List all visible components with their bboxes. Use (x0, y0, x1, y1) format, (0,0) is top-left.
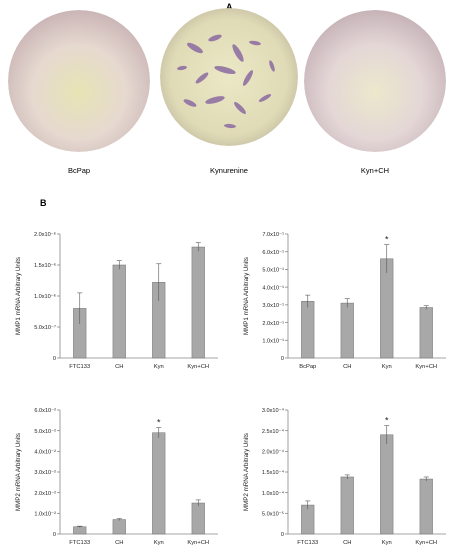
y-tick-label: 1.0x10⁻² (34, 512, 56, 518)
y-tick-label: 2.0x10⁻¹ (262, 321, 284, 327)
chart-mmp1-ftc133: 0 5.0x10⁻⁷ 1.0x10⁻⁶ 1.5x10⁻⁶ 2.0x10⁻⁶ MMP1 mR… (15, 231, 218, 370)
bar-kyn (152, 432, 166, 535)
photo-caption-bcpap: BcPap (67, 166, 91, 175)
y-tick-label: 3.0x10⁻¹ (262, 303, 284, 309)
bar-ch (340, 302, 354, 359)
significance-marker: * (385, 416, 389, 426)
bar-ftc133 (301, 504, 315, 535)
x-tick-label: Kyn (154, 540, 164, 546)
x-tick-label: CH (343, 540, 351, 546)
x-tick-label: CH (343, 364, 351, 370)
bar-bcpap (301, 301, 315, 359)
chart-mmp2-ftc133: 0 1.0x10⁻² 2.0x10⁻² 3.0x10⁻² 4.0x10⁻² 5.0x10⁻… (15, 408, 218, 546)
y-tick-label: 3.0x10⁻⁴ (262, 407, 285, 414)
y-axis-label: MMP1 mRNA Arbitrary Units (15, 257, 22, 335)
y-tick-label: 2.0x10⁻⁶ (34, 231, 56, 238)
bar-kyn-ch (191, 246, 205, 359)
y-tick-label: 1.0x10⁻⁶ (34, 293, 56, 300)
y-tick-label: 4.0x10⁻¹ (262, 285, 284, 291)
y-tick-label: 0 (53, 532, 56, 538)
x-tick-label: Kyn (382, 540, 392, 546)
bar-kyn-ch (191, 502, 205, 535)
photo-bcpap-image (8, 10, 150, 152)
bar-kyn-ch (419, 478, 433, 535)
y-tick-label: 4.0x10⁻² (34, 450, 56, 456)
y-axis-label: MMP2 mRNA Arbitrary Units (15, 433, 22, 511)
y-tick-label: 1.5x10⁻⁶ (34, 262, 56, 269)
x-tick-label: CH (115, 540, 123, 546)
x-tick-label: FTC133 (69, 540, 90, 546)
y-axis-label: MMP2 mRNA Arbitrary Units (243, 433, 250, 511)
significance-marker: * (157, 418, 161, 428)
y-tick-label: 1.0x10⁻¹ (262, 338, 284, 344)
y-tick-label: 2.5x10⁻⁴ (262, 428, 285, 435)
x-tick-label: Kyn+CH (187, 364, 209, 370)
photo-caption-kyn-ch: Kyn+CH (360, 166, 390, 175)
y-tick-label: 0 (53, 356, 56, 362)
bar-kyn (380, 434, 394, 535)
y-tick-label: 5.0x10⁻⁵ (262, 511, 284, 518)
panel-a-label: A (226, 2, 233, 12)
y-tick-label: 2.0x10⁻⁴ (262, 449, 285, 456)
bar-ch (112, 264, 126, 359)
y-tick-label: 1.5x10⁻⁴ (262, 469, 285, 476)
bar-ch (112, 519, 126, 535)
x-tick-label: FTC133 (297, 540, 318, 546)
bar-ch (340, 476, 354, 535)
y-tick-label: 6.0x10⁻² (34, 408, 56, 414)
bar-ftc133 (73, 526, 87, 535)
x-tick-label: BcPap (299, 364, 316, 370)
photo-kynurenine (160, 8, 298, 146)
photo-bcpap (8, 10, 150, 152)
x-tick-label: Kyn+CH (415, 364, 437, 370)
y-tick-label: 6.0x10⁻¹ (262, 250, 284, 256)
chart-mmp1-bcpap: 0 1.0x10⁻¹ 2.0x10⁻¹ 3.0x10⁻¹ 4.0x10⁻¹ 5.0x10⁻… (243, 232, 446, 370)
y-tick-label: 3.0x10⁻² (34, 470, 56, 476)
photo-caption-kynurenine: Kynurenine (210, 166, 248, 175)
x-tick-label: Kyn (382, 364, 392, 370)
y-tick-label: 5.0x10⁻⁷ (34, 324, 56, 331)
y-tick-label: 5.0x10⁻² (34, 429, 56, 435)
y-tick-label: 7.0x10⁻¹ (262, 232, 284, 238)
bar-kyn-ch (419, 307, 433, 359)
bar-kyn (380, 258, 394, 359)
y-tick-label: 5.0x10⁻¹ (262, 268, 284, 274)
x-tick-label: CH (115, 364, 123, 370)
x-tick-label: Kyn+CH (415, 540, 437, 546)
photo-kyn-ch (304, 10, 446, 152)
y-tick-label: 2.0x10⁻² (34, 491, 56, 497)
photo-kynurenine-image (160, 8, 298, 146)
y-axis-label: MMP1 mRNA Arbitrary Units (243, 257, 250, 335)
x-tick-label: Kyn (154, 364, 164, 370)
chart-mmp2-ftc133-b: 0 5.0x10⁻⁵ 1.0x10⁻⁴ 1.5x10⁻⁴ 2.0x10⁻⁴ 2.5x10⁻… (243, 407, 446, 546)
significance-marker: * (385, 235, 389, 245)
y-tick-label: 0 (281, 532, 284, 538)
photo-kyn-ch-image (304, 10, 446, 152)
x-tick-label: FTC133 (69, 364, 90, 370)
x-tick-label: Kyn+CH (187, 540, 209, 546)
y-tick-label: 0 (281, 356, 284, 362)
y-tick-label: 1.0x10⁻⁴ (262, 490, 285, 497)
panel-b-label: B (40, 198, 47, 208)
